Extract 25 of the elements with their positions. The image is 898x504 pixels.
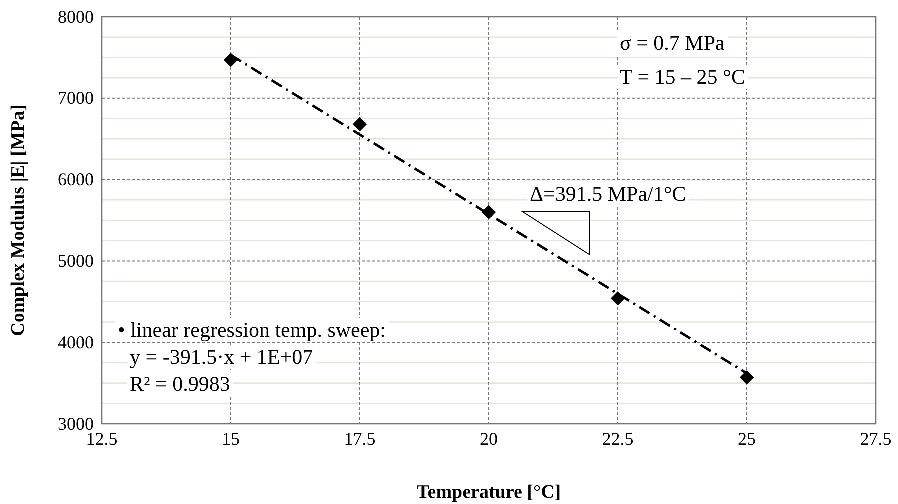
point <box>610 292 626 306</box>
x-tick-label: 17.5 <box>344 428 376 449</box>
y-tick-label: 6000 <box>58 170 94 190</box>
annotation: σ = 0.7 MPa <box>620 31 726 55</box>
x-tick-label: 15 <box>222 428 240 449</box>
point <box>740 370 754 385</box>
y-tick-label: 3000 <box>58 414 94 434</box>
y-axis-title: Complex Modulus |E| [MPa] <box>8 104 29 336</box>
y-tick-label: 7000 <box>58 88 94 108</box>
point <box>224 53 238 68</box>
x-axis-title: Temperature [°C] <box>416 482 562 503</box>
x-tick-label: 22.5 <box>602 428 634 449</box>
annotation: • linear regression temp. sweep: <box>118 318 386 342</box>
point <box>352 117 368 132</box>
annotation: T = 15 – 25 °C <box>620 65 746 89</box>
annotation: R² = 0.9983 <box>130 372 230 396</box>
annotation: Δ=391.5 MPa/1°C <box>530 182 686 206</box>
y-tick-label: 8000 <box>58 6 94 27</box>
x-tick-label: 27.5 <box>860 428 892 449</box>
y-tick-label: 4000 <box>58 332 94 352</box>
x-tick-label: 20 <box>480 428 498 449</box>
x-tick-label: 25 <box>738 428 756 449</box>
annotation: y = -391.5·x + 1E+07 <box>130 345 314 369</box>
point <box>482 205 496 220</box>
y-tick-label: 5000 <box>58 250 94 271</box>
